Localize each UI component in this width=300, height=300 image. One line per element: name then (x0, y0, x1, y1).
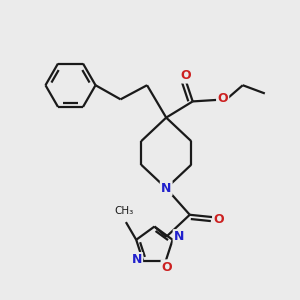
Text: N: N (174, 230, 184, 243)
Text: N: N (161, 182, 171, 195)
Text: CH₃: CH₃ (115, 206, 134, 216)
Text: O: O (218, 92, 228, 105)
Text: O: O (213, 213, 224, 226)
Text: N: N (131, 253, 142, 266)
Text: O: O (180, 69, 190, 82)
Text: O: O (162, 261, 172, 274)
